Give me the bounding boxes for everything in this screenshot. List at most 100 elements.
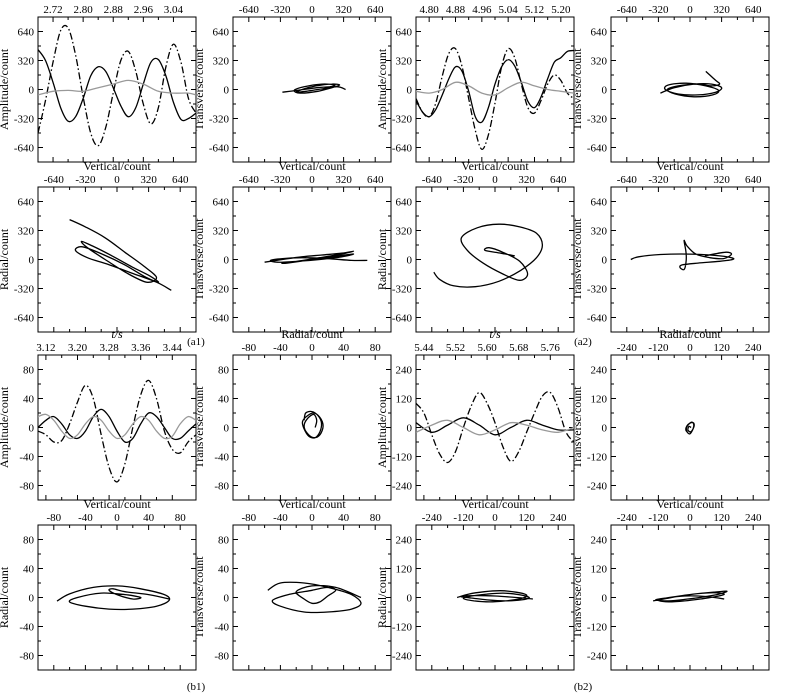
y-axis-label: Transverse/count <box>570 218 584 301</box>
x-tick-label: 640 <box>367 4 384 16</box>
y-tick-label: 320 <box>213 226 230 238</box>
y-tick-label: 0 <box>224 85 230 97</box>
x-tick-label: 240 <box>550 512 567 524</box>
y-axis-label: Transverse/count <box>570 386 584 469</box>
y-tick-label: -640 <box>209 313 230 325</box>
y-tick-label: 640 <box>591 197 608 209</box>
y-tick-label: 0 <box>602 255 608 267</box>
x-tick-label: 640 <box>745 174 762 186</box>
x-tick-label: -320 <box>270 4 291 16</box>
y-tick-label: 640 <box>18 27 35 39</box>
x-tick-label: -320 <box>648 4 669 16</box>
x-tick-label: 0 <box>492 512 498 524</box>
x-tick-label: 3.12 <box>36 342 55 354</box>
x-tick-label: -120 <box>453 512 474 524</box>
x-tick-label: -320 <box>270 174 291 186</box>
y-tick-label: -80 <box>19 651 34 663</box>
series-line-solid <box>301 410 324 439</box>
series-line-solid <box>652 590 728 603</box>
y-axis-label: Radial/count <box>375 228 389 290</box>
panel-label-b1: (b1) <box>187 681 206 693</box>
x-tick-label: -320 <box>453 174 474 186</box>
x-axis-label: Vertical/count <box>656 159 724 173</box>
y-tick-label: -240 <box>587 651 608 663</box>
y-tick-label: 320 <box>18 226 35 238</box>
y-tick-label: 0 <box>224 593 230 605</box>
x-tick-label: -80 <box>241 512 256 524</box>
y-tick-label: 0 <box>407 423 413 435</box>
series-group <box>267 581 362 614</box>
x-axis-label: Vertical/count <box>83 497 151 511</box>
y-tick-label: 0 <box>602 85 608 97</box>
series-group <box>69 219 172 291</box>
y-tick-label: 0 <box>29 593 35 605</box>
plot-frame <box>37 16 197 163</box>
x-axis-label: Radial/count <box>281 327 343 341</box>
x-tick-label: 2.80 <box>74 4 94 16</box>
y-tick-label: 80 <box>23 365 35 377</box>
y-tick-label: 640 <box>591 27 608 39</box>
x-tick-label: 2.88 <box>104 4 124 16</box>
x-tick-label: 640 <box>172 174 189 186</box>
panel-a1-vt: -640 -320 0 320 640 640 320 0 -320 -640 Vertical/c… <box>192 159 392 333</box>
series-line-gray <box>38 79 196 96</box>
y-tick-label: 320 <box>591 56 608 68</box>
y-tick-label: 120 <box>591 564 608 576</box>
x-tick-label: 320 <box>335 4 352 16</box>
y-tick-label: -120 <box>587 452 608 464</box>
series-line-dashdot <box>38 24 196 147</box>
series-group <box>416 391 574 464</box>
y-tick-label: 120 <box>396 394 413 406</box>
x-tick-label: 0 <box>687 174 693 186</box>
y-tick-label: 640 <box>18 197 35 209</box>
series-group <box>38 379 196 483</box>
x-tick-label: 0 <box>309 174 315 186</box>
x-tick-label: 5.76 <box>541 342 561 354</box>
y-tick-label: -40 <box>19 452 34 464</box>
y-tick-label: 120 <box>396 564 413 576</box>
x-tick-label: 80 <box>370 342 382 354</box>
series-line-solid <box>69 219 172 291</box>
y-tick-label: 320 <box>396 56 413 68</box>
panel-a2-wave: 4.80 4.88 4.96 5.04 5.12 5.20 640 320 0 -320 -640 t… <box>375 0 575 163</box>
y-tick-label: -240 <box>392 651 413 663</box>
x-tick-label: -40 <box>273 512 288 524</box>
x-tick-label: 320 <box>713 4 730 16</box>
x-tick-label: -640 <box>617 4 638 16</box>
plot-frame <box>37 186 197 333</box>
x-tick-label: 0 <box>492 174 498 186</box>
x-tick-label: 120 <box>713 512 730 524</box>
x-tick-label: 0 <box>687 4 693 16</box>
x-tick-label: -320 <box>648 174 669 186</box>
y-tick-label: 240 <box>591 365 608 377</box>
x-tick-label: 40 <box>143 512 155 524</box>
series-group <box>264 250 368 265</box>
x-tick-label: 0 <box>114 174 120 186</box>
series-line-solid <box>433 223 544 288</box>
series-line-solid <box>416 49 574 124</box>
series-group <box>433 223 544 288</box>
plot-frame <box>610 186 770 333</box>
x-axis-label: t/s <box>111 327 123 341</box>
series-line-solid <box>267 581 362 614</box>
series-group <box>282 83 346 94</box>
x-tick-label: 320 <box>713 174 730 186</box>
series-line-solid <box>416 417 574 436</box>
x-tick-label: 0 <box>687 342 693 354</box>
panel-b2-vt: -240 -120 0 120 240 240 120 0 -120 -240 Vertical/c… <box>570 497 770 671</box>
series-group <box>38 24 196 147</box>
y-tick-label: 0 <box>29 85 35 97</box>
series-line-solid <box>282 83 346 94</box>
series-line-gray <box>38 413 196 440</box>
y-tick-label: -240 <box>587 481 608 493</box>
x-tick-label: 80 <box>175 512 187 524</box>
x-tick-label: 5.52 <box>446 342 465 354</box>
x-tick-label: 320 <box>518 174 535 186</box>
x-tick-label: 120 <box>518 512 535 524</box>
series-line-solid <box>56 585 171 611</box>
y-tick-label: 40 <box>23 394 35 406</box>
series-line-solid <box>38 49 196 123</box>
plot-frame <box>415 186 575 333</box>
y-tick-label: -640 <box>14 313 35 325</box>
